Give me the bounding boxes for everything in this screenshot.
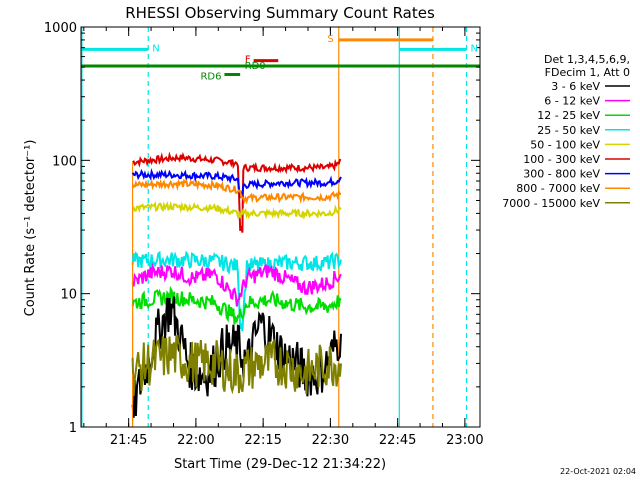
x-tick-label: 22:30 bbox=[312, 433, 349, 448]
y-tick-label: 10 bbox=[60, 288, 77, 303]
series-line-3 bbox=[131, 200, 342, 221]
flag-label-1: N bbox=[471, 43, 478, 54]
y-axis-label: Count Rate (s⁻¹ detector⁻¹) bbox=[23, 140, 38, 317]
legend-label: 7000 - 15000 keV bbox=[502, 197, 600, 210]
flag-label-2: S bbox=[327, 34, 333, 45]
flag-label-3: F bbox=[245, 55, 251, 66]
legend-label: 100 - 300 keV bbox=[523, 153, 600, 166]
series-line-8 bbox=[131, 334, 342, 396]
legend: Det 1,3,4,5,6,9,FDecim 1, Att 03 - 6 keV… bbox=[502, 53, 630, 210]
x-tick-label: 21:45 bbox=[110, 433, 147, 448]
legend-label: 3 - 6 keV bbox=[551, 80, 600, 93]
legend-label: 25 - 50 keV bbox=[537, 124, 600, 137]
series-line-0 bbox=[132, 151, 342, 233]
series-line-5 bbox=[131, 262, 342, 307]
x-tick-label: 22:15 bbox=[244, 433, 281, 448]
plot-frame bbox=[80, 26, 481, 428]
x-tick-label: 22:00 bbox=[177, 433, 214, 448]
x-tick-label: 23:00 bbox=[446, 433, 483, 448]
footer-date: 22-Oct-2021 02:04 bbox=[560, 467, 636, 476]
x-axis: 21:45 22:00 22:15 22:30 22:45 23:00 bbox=[83, 27, 484, 448]
legend-header-line: FDecim 1, Att 0 bbox=[545, 66, 630, 79]
series-line-2 bbox=[131, 178, 342, 205]
chart-title: RHESSI Observing Summary Count Rates bbox=[125, 4, 435, 22]
legend-label: 300 - 800 keV bbox=[523, 168, 600, 181]
x-tick-label: 22:45 bbox=[379, 433, 416, 448]
flag-label-5: RD0 bbox=[245, 61, 266, 72]
series-line-1 bbox=[131, 167, 342, 200]
y-tick-label: 1 bbox=[69, 421, 77, 436]
legend-label: 6 - 12 keV bbox=[544, 95, 600, 108]
y-tick-label: 100 bbox=[52, 154, 77, 169]
x-axis-label: Start Time (29-Dec-12 21:34:22) bbox=[174, 457, 386, 472]
flag-label-4: RD6 bbox=[200, 72, 221, 83]
y-axis: 1 10 100 1000 bbox=[44, 21, 480, 436]
legend-header-line: Det 1,3,4,5,6,9, bbox=[544, 53, 630, 66]
legend-label: 800 - 7000 keV bbox=[516, 182, 600, 195]
legend-label: 12 - 25 keV bbox=[537, 109, 600, 122]
legend-label: 50 - 100 keV bbox=[530, 138, 600, 151]
y-tick-label: 1000 bbox=[44, 21, 77, 36]
series-line-6 bbox=[131, 285, 342, 325]
flag-label-0: N bbox=[152, 43, 159, 54]
series-line-4 bbox=[131, 250, 342, 332]
